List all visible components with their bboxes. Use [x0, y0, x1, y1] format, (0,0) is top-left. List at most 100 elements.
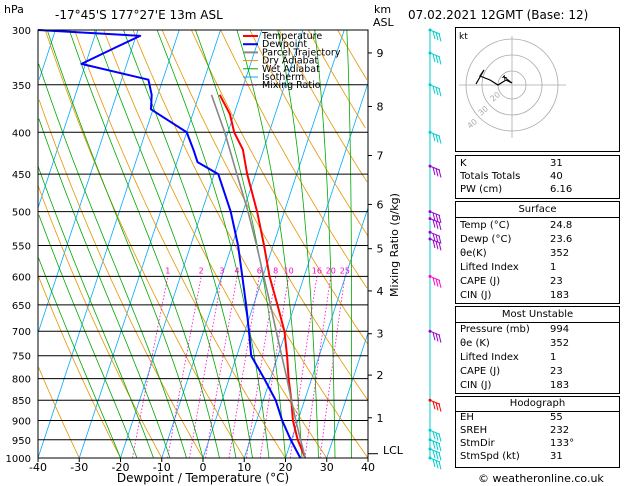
- km-tick-label: 1: [377, 412, 384, 425]
- mixing-ratio-label: 16: [312, 266, 322, 275]
- wind-barb-feather: [435, 432, 439, 441]
- sounding-series: [37, 29, 307, 459]
- surface-row: Dewp (°C) 23.6: [460, 234, 573, 245]
- wet-adiabat-line: [38, 118, 171, 459]
- wind-barb-feather: [438, 433, 442, 442]
- wind-barb-feather: [432, 332, 436, 341]
- isotherm-line: [37, 29, 98, 209]
- hodograph-kt-label: kt: [459, 32, 468, 42]
- pressure-tick-label: 950: [12, 436, 31, 447]
- wind-barb-feather: [438, 242, 442, 251]
- wind-barb-feather: [435, 134, 439, 143]
- wind-barb-feather: [432, 240, 436, 249]
- hodograph-stats-panel: Hodograph EH 55 SREH 232 StmDir 133° StmSpd…: [455, 396, 620, 468]
- wind-barb-feather: [438, 461, 442, 470]
- wind-barb-shaft: [429, 131, 441, 137]
- indices-panel: K 31 Totals Totals 40 PW (cm) 6.16: [455, 155, 620, 199]
- surface-title: Surface: [518, 204, 557, 215]
- wind-barb-feather: [438, 33, 442, 42]
- legend-label: Dry Adiabat: [262, 56, 319, 67]
- hodograph-stats-title: Hodograph: [509, 398, 566, 409]
- wind-barb-feather: [435, 32, 439, 41]
- hodograph-plot: kt 20 30 40 +: [459, 32, 566, 138]
- wind-barb-shaft: [429, 399, 441, 405]
- legend-label: Wet Adiabat: [262, 64, 320, 75]
- wind-barb-feather: [432, 31, 436, 40]
- surface-panel: Surface Temp (°C) 24.8 Dewp (°C) 23.6 θe(K…: [455, 201, 620, 304]
- index-row-k: K 31: [460, 158, 563, 169]
- pressure-tick-label: 450: [12, 170, 31, 181]
- surface-row: θe(K) 352: [460, 248, 570, 259]
- x-axis-label: Dewpoint / Temperature (°C): [117, 471, 289, 485]
- mixing-ratio-label: 1: [165, 266, 170, 275]
- wet-adiabat-lines: [37, 29, 352, 459]
- wind-barb-shaft: [429, 52, 441, 58]
- wind-barb-shaft: [429, 211, 441, 217]
- mixing-ratio-line: [167, 276, 202, 459]
- wind-barb-feather: [435, 55, 439, 64]
- x-tick-label: -10: [153, 461, 171, 474]
- wind-barb-feather: [438, 169, 442, 178]
- wind-barb-feather: [435, 402, 439, 411]
- km-tick-label: 2: [377, 369, 384, 382]
- dry-adiabat-line: [38, 367, 80, 459]
- isotherm-line: [243, 84, 368, 459]
- km-tick-label: 7: [377, 149, 384, 162]
- wind-barb-feather: [432, 233, 436, 242]
- wind-barb-feather: [438, 452, 442, 461]
- wind-barb-feather: [432, 459, 436, 468]
- hodograph-row: SREH 232: [460, 425, 570, 436]
- km-tick-label: 5: [377, 243, 384, 256]
- series-parcel-trajectory: [210, 94, 307, 459]
- dry-adiabat-line: [44, 29, 245, 459]
- hodograph-row: StmDir 133°: [460, 438, 575, 449]
- mixing-ratio-label: 8: [273, 266, 278, 275]
- pressure-tick-label: 300: [12, 26, 31, 37]
- pressure-tick-label: 900: [12, 417, 31, 428]
- wind-barb-feather: [438, 222, 442, 231]
- series-temperature: [218, 94, 307, 459]
- mixing-ratio-line: [319, 276, 346, 459]
- mixing-ratio-label: 20: [326, 266, 336, 275]
- asl-label: ASL: [373, 16, 395, 29]
- most-unstable-row: CIN (J) 183: [460, 380, 570, 391]
- wind-barb-shaft: [429, 439, 441, 445]
- dry-adiabat-line: [132, 29, 369, 459]
- wind-barb-shaft: [429, 429, 441, 435]
- mixing-ratio-line: [245, 276, 277, 459]
- wind-barb-feather: [432, 219, 436, 228]
- wind-barb-feather: [435, 241, 439, 250]
- dry-adiabat-line: [307, 29, 366, 129]
- mixing-ratio-label: 25: [340, 266, 350, 275]
- dry-adiabat-line: [191, 29, 368, 344]
- wind-barb-shaft: [429, 218, 441, 224]
- wind-barb-feather: [432, 85, 436, 94]
- wind-barb-feather: [435, 333, 439, 342]
- wind-barb-shaft: [429, 231, 441, 237]
- wind-barb-feather: [435, 451, 439, 460]
- hodograph-row: StmSpd (kt) 31: [460, 451, 563, 462]
- x-tick-label: 20: [279, 461, 293, 474]
- axis-ticks: 3003504004505005506006507007508008509009…: [6, 26, 384, 474]
- x-tick-label: -40: [29, 461, 47, 474]
- mixing-ratio-line: [304, 276, 332, 459]
- wind-barb-shaft: [429, 275, 441, 281]
- hodograph-row: EH 55: [460, 412, 563, 423]
- mixing-ratio-axis-label: Mixing Ratio (g/kg): [388, 193, 401, 297]
- dry-adiabat-line: [337, 29, 368, 80]
- isotherm-line: [202, 29, 345, 459]
- series-dewpoint: [37, 29, 302, 459]
- wind-barb-feather: [435, 213, 439, 222]
- legend-label: Dewpoint: [262, 39, 307, 50]
- location-title: -17°45'S 177°27'E 13m ASL: [55, 8, 223, 22]
- wind-barb-feather: [432, 212, 436, 221]
- mixing-ratio-line: [259, 276, 289, 459]
- mixing-ratio-label: 2: [199, 266, 204, 275]
- isotherm-line: [161, 29, 304, 459]
- pressure-tick-label: 850: [12, 396, 31, 407]
- most-unstable-row: CAPE (J) 23: [460, 366, 563, 377]
- wind-barb-feather: [435, 278, 439, 287]
- wet-adiabat-line: [46, 29, 204, 459]
- wind-barb-feather: [435, 234, 439, 243]
